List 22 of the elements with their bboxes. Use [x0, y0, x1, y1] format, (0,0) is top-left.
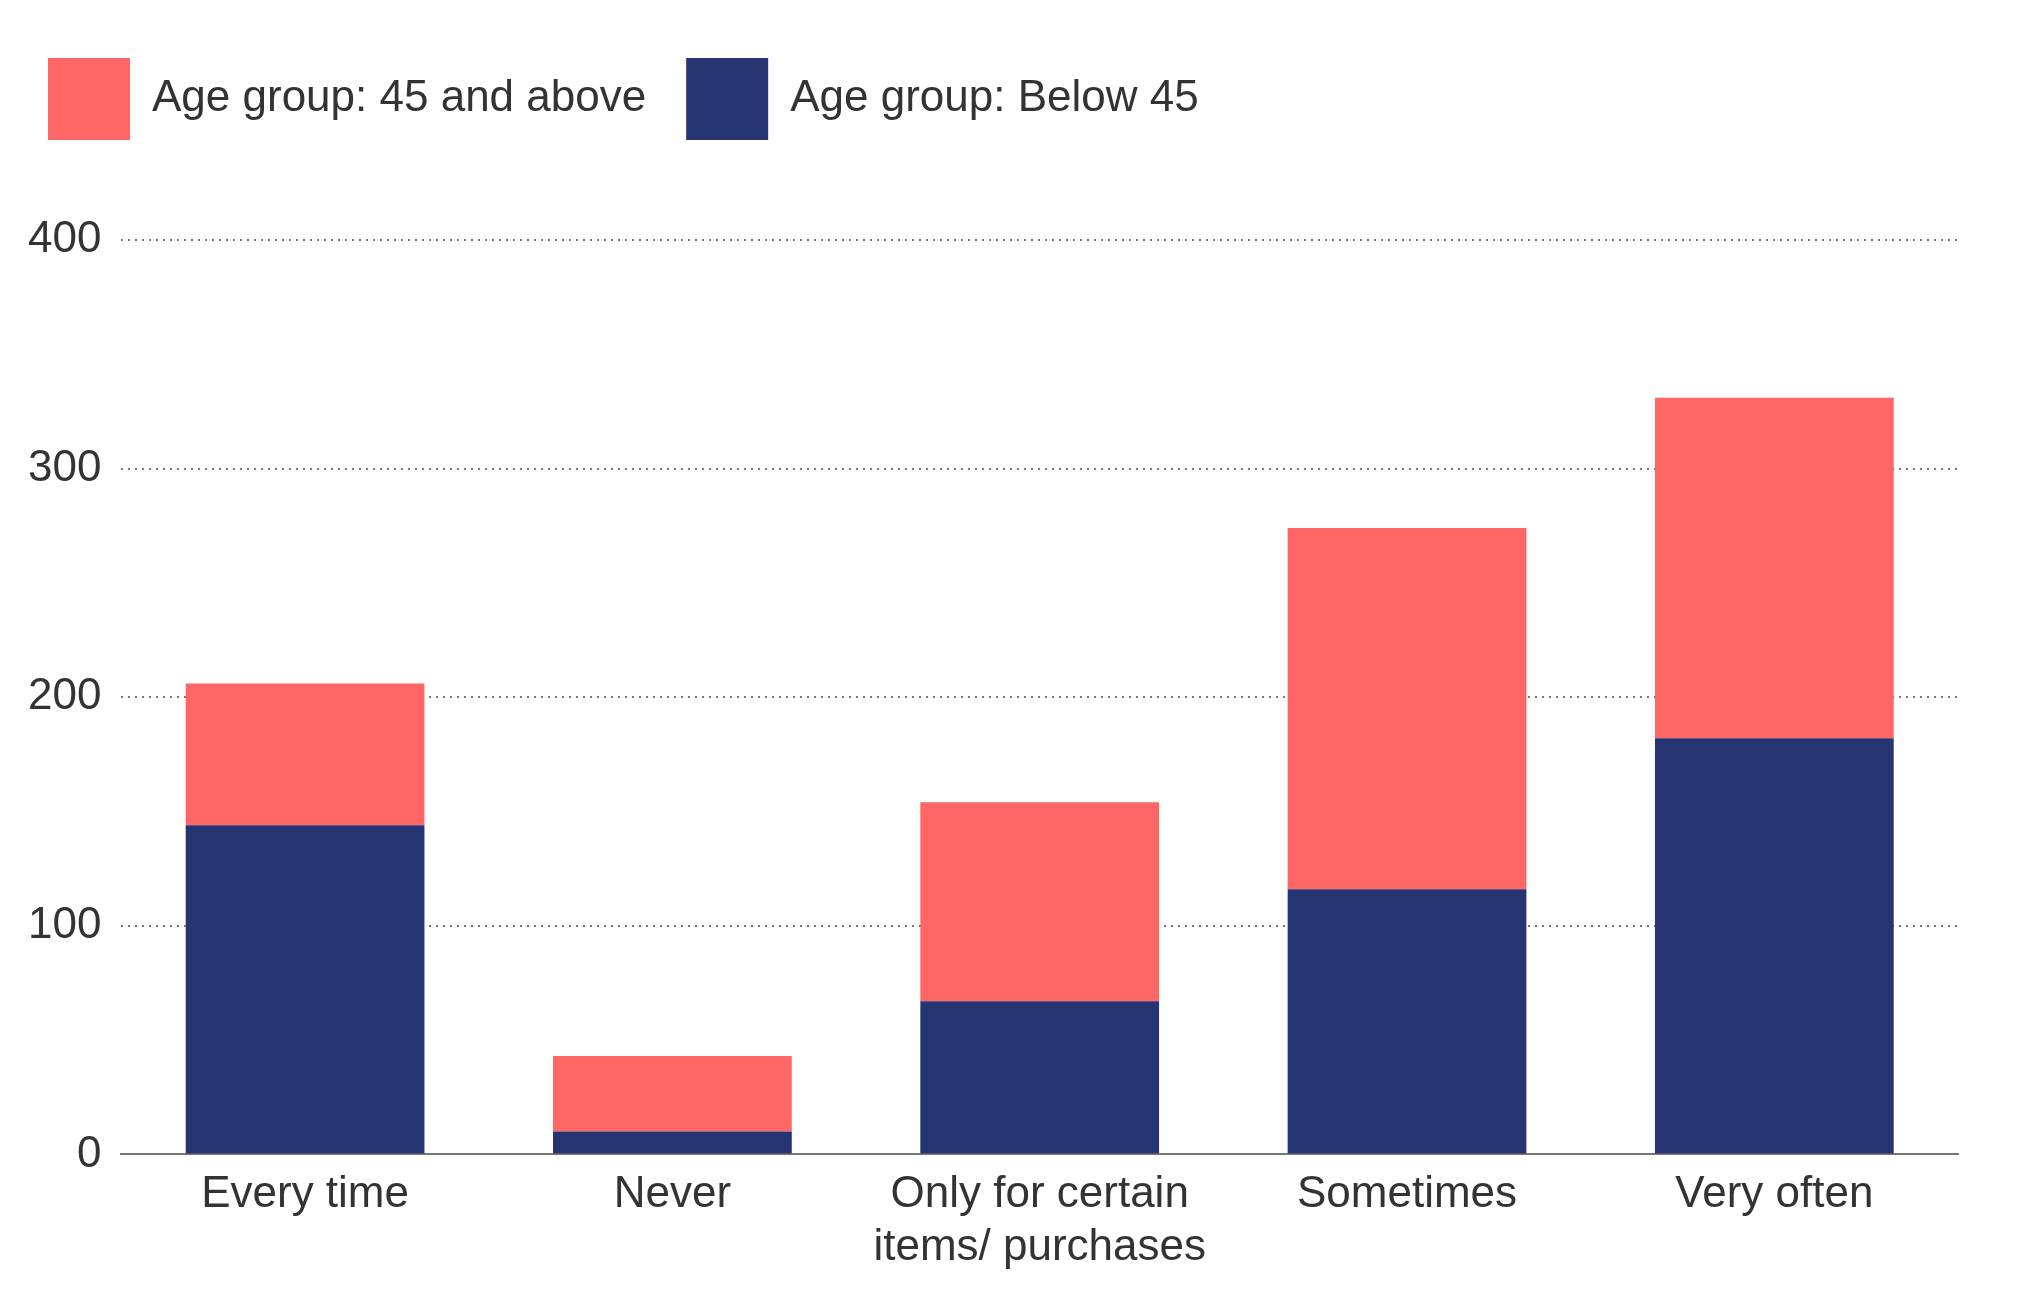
bar	[1287, 528, 1527, 890]
bar	[920, 802, 1160, 1002]
bar	[185, 825, 425, 1154]
bar	[553, 1056, 792, 1132]
bar	[553, 1131, 792, 1154]
bar	[185, 683, 425, 826]
bar	[1654, 397, 1894, 739]
y-tick-label: 200	[27, 669, 102, 719]
bar	[920, 1001, 1160, 1154]
y-tick-label: 0	[76, 1126, 102, 1176]
bar	[1654, 738, 1894, 1154]
y-tick-label: 300	[27, 440, 102, 490]
y-tick-label: 400	[27, 212, 102, 262]
legend-label: Age group: 45 and above	[152, 71, 647, 121]
x-tick-label: Only for certain items/ purchases	[873, 1166, 1206, 1269]
y-tick-label: 100	[27, 897, 102, 947]
bar	[1287, 889, 1527, 1154]
x-tick-label: Sometimes	[1296, 1166, 1518, 1216]
x-tick-label: Never	[613, 1166, 732, 1216]
x-tick-label: Very often	[1675, 1166, 1874, 1216]
x-tick-label: Every time	[201, 1166, 409, 1216]
legend-label: Age group: Below 45	[790, 71, 1199, 121]
